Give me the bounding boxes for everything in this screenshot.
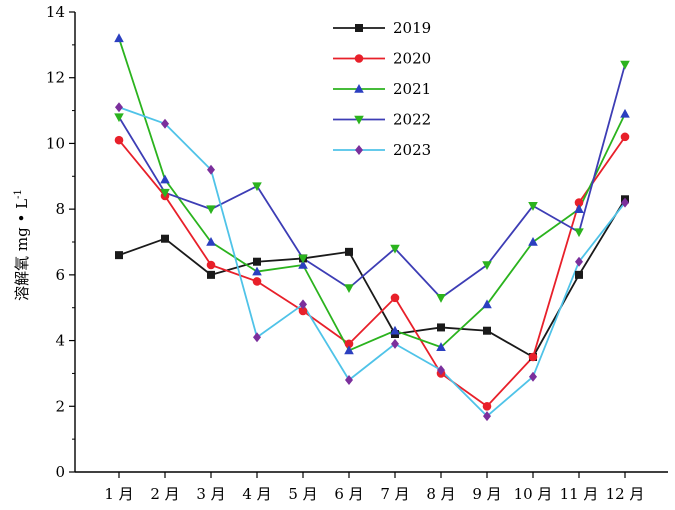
data-point-2023 — [161, 118, 169, 129]
data-point-2022 — [344, 284, 354, 293]
legend-label-2022: 2022 — [393, 111, 431, 129]
data-point-2019 — [161, 234, 169, 243]
data-point-2019 — [253, 257, 261, 266]
data-point-2021 — [114, 33, 124, 43]
data-point-2020 — [620, 132, 630, 142]
series-line-2021 — [118, 38, 626, 352]
data-point-2022 — [436, 294, 446, 303]
data-point-2020 — [390, 293, 400, 303]
legend: 2019 2020 2021 2022 2023 — [333, 19, 431, 159]
legend-label-2021: 2021 — [393, 80, 431, 98]
legend-label-2023: 2023 — [393, 141, 431, 159]
series-line-2022 — [118, 64, 626, 299]
y-tick-label: 2 — [55, 397, 65, 415]
data-point-2022 — [574, 228, 584, 238]
data-point-2022 — [482, 261, 492, 270]
legend-marker-2020 — [354, 54, 364, 63]
data-point-2020 — [528, 352, 538, 362]
y-tick-label: 4 — [55, 332, 65, 350]
data-point-2023 — [529, 371, 537, 382]
data-point-2022 — [160, 188, 170, 198]
data-point-2021 — [436, 342, 446, 351]
data-point-2021 — [252, 266, 262, 276]
data-point-2023 — [621, 197, 629, 208]
x-tick-label: 9 月 — [472, 485, 501, 503]
data-point-2021 — [482, 299, 492, 309]
y-tick-label: 0 — [55, 463, 65, 481]
y-tick-label: 6 — [55, 266, 65, 284]
legend-marker-2021 — [354, 84, 364, 93]
y-axis-label-superscript: -1 — [13, 189, 24, 199]
data-point-2020 — [298, 306, 308, 316]
y-tick-label: 14 — [46, 3, 65, 21]
data-point-2023 — [483, 411, 491, 422]
y-tick-label: 10 — [46, 134, 65, 152]
data-point-2021 — [298, 260, 308, 269]
x-tick-label: 1 月 — [104, 485, 133, 503]
data-point-2020 — [114, 135, 124, 145]
series-markers — [114, 33, 630, 422]
data-point-2021 — [528, 237, 538, 246]
data-point-2022 — [620, 60, 630, 70]
y-axis-label: 溶解氧 mg • L-1 — [13, 189, 31, 301]
data-point-2020 — [344, 339, 354, 349]
series-line-2023 — [118, 106, 626, 418]
chart-axes: 0 2 4 6 8 10 12 14 1 月 2 月 3 月 4 月 5 月 6 月 7 月 8 月 9 月 10… — [46, 3, 668, 503]
x-tick-label: 12 月 — [606, 485, 645, 503]
y-tick-label: 8 — [55, 200, 65, 218]
x-tick-label: 3 月 — [196, 485, 225, 503]
data-point-2023 — [345, 375, 353, 385]
data-point-2023 — [299, 299, 307, 310]
data-point-2020 — [206, 260, 216, 270]
data-point-2022 — [298, 254, 308, 264]
data-point-2019 — [207, 270, 215, 279]
data-point-2022 — [206, 205, 216, 215]
x-tick-label: 11 月 — [560, 485, 599, 503]
series-line-2019 — [118, 198, 626, 358]
data-point-2022 — [528, 202, 538, 211]
y-axis-label-text: 溶解氧 mg • L — [13, 199, 31, 301]
x-tick-label: 5 月 — [288, 485, 317, 503]
data-point-2019 — [483, 326, 491, 335]
data-point-2023 — [207, 164, 215, 175]
x-tick-label: 6 月 — [334, 485, 363, 503]
data-point-2021 — [344, 345, 354, 355]
data-point-2022 — [252, 182, 262, 192]
x-tick-label: 4 月 — [242, 485, 271, 503]
legend-label-2020: 2020 — [393, 50, 431, 68]
data-point-2023 — [391, 338, 399, 349]
data-point-2020 — [482, 401, 492, 411]
legend-marker-2022 — [354, 115, 364, 125]
data-point-2023 — [437, 365, 445, 376]
data-point-2020 — [574, 198, 584, 207]
x-tick-label: 8 月 — [426, 485, 455, 503]
data-point-2020 — [252, 277, 262, 286]
data-point-2022 — [390, 244, 400, 254]
x-tick-label: 2 月 — [150, 485, 179, 503]
data-point-2021 — [620, 108, 630, 118]
data-point-2021 — [390, 325, 400, 335]
data-point-2021 — [574, 204, 584, 213]
data-point-2022 — [114, 113, 124, 123]
series-line-2020 — [118, 136, 626, 408]
data-point-2019 — [437, 323, 445, 332]
y-tick-label: 12 — [46, 69, 65, 87]
x-tick-label: 7 月 — [380, 485, 409, 503]
data-point-2023 — [575, 256, 583, 267]
data-point-2019 — [115, 251, 123, 260]
data-point-2023 — [253, 332, 261, 343]
x-tick-label: 10 月 — [514, 485, 553, 503]
data-point-2021 — [160, 174, 170, 184]
series-lines — [118, 38, 626, 418]
data-point-2021 — [206, 237, 216, 246]
legend-marker-2019 — [355, 24, 363, 32]
legend-marker-2023 — [355, 145, 363, 155]
data-point-2023 — [115, 102, 123, 113]
data-point-2019 — [345, 247, 353, 256]
legend-label-2019: 2019 — [393, 19, 431, 37]
data-point-2019 — [575, 270, 583, 279]
